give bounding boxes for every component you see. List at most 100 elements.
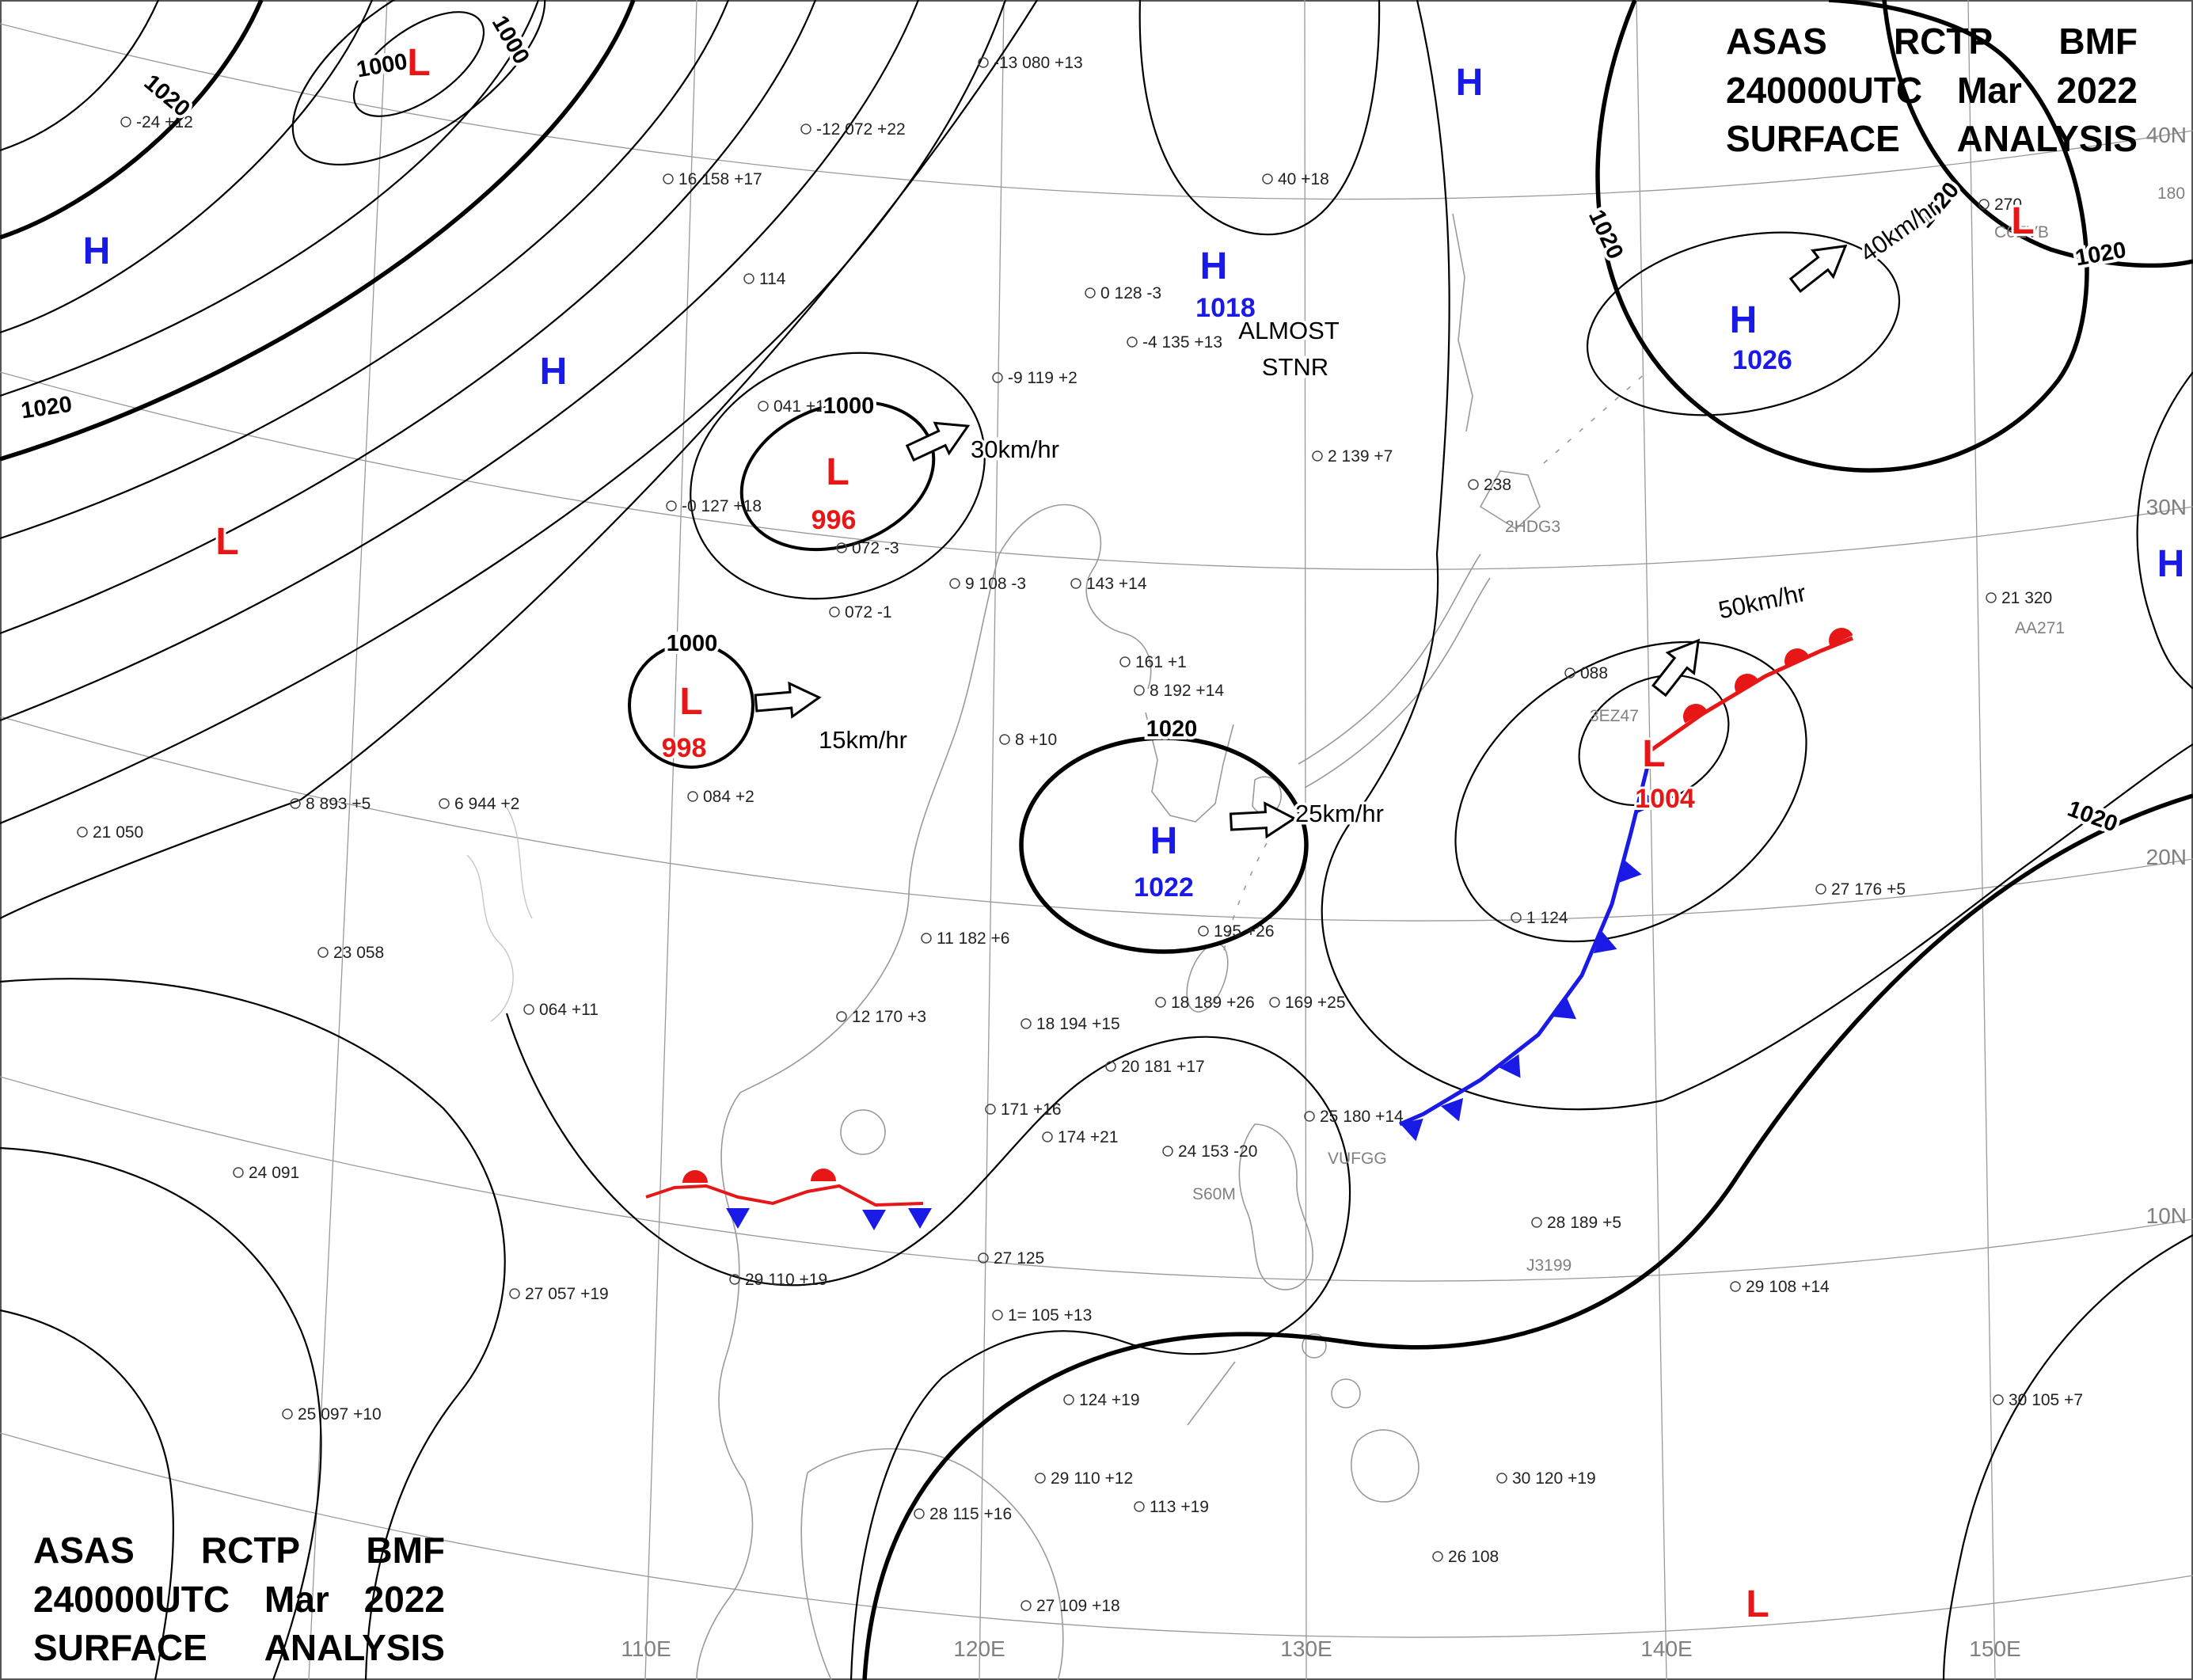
station-plot-text: 064 +11 xyxy=(539,1001,599,1019)
station-circle-icon xyxy=(1496,1473,1507,1484)
low-center-symbol: L xyxy=(1642,733,1665,775)
isobar xyxy=(0,978,506,1680)
station-plot-text: 40 +18 xyxy=(1278,170,1329,188)
low-center-symbol: L xyxy=(215,521,238,563)
latitude-label: 30N xyxy=(2146,495,2187,519)
longitude-label: 130E xyxy=(1280,1636,1332,1661)
isobar xyxy=(0,0,1007,825)
coast-visayas-1 xyxy=(1302,1333,1327,1359)
low-center-symbol: L xyxy=(679,681,702,723)
axis-labels-layer: 40N 30N 20N 10N 110E 120E 130E 140E 150E xyxy=(621,123,2187,1661)
station-plot-text: 114 xyxy=(759,270,786,288)
stationary-annotation: STNR xyxy=(1262,353,1328,381)
coast-hainan xyxy=(840,1109,886,1155)
cold-front-triangle xyxy=(1400,1118,1423,1142)
station-circle-icon xyxy=(1020,1600,1032,1611)
station-plot-text: 30 105 +7 xyxy=(2009,1391,2083,1409)
station-plot-text: 8 192 +14 xyxy=(1150,682,1224,700)
parallel-40n xyxy=(0,23,2193,200)
isobar-squiggle xyxy=(505,1013,1351,1680)
station-plot-text: 29 110 +19 xyxy=(745,1271,827,1289)
warm-front-semicircle xyxy=(1829,628,1853,646)
station-circle-icon xyxy=(1531,1217,1542,1228)
latitude-label: 10N xyxy=(2146,1203,2187,1228)
station-circle-icon xyxy=(1730,1281,1741,1292)
station-plot-text: VUFGG xyxy=(1328,1150,1387,1168)
station-plot-text: 195 +26 xyxy=(1214,922,1275,941)
station-circle-icon xyxy=(1815,884,1826,895)
longitude-label: 120E xyxy=(953,1636,1005,1661)
station-circle-icon xyxy=(800,124,811,135)
station-circle-icon xyxy=(77,827,88,838)
station-circle-icon xyxy=(1105,1061,1116,1072)
title-block-bottom: ASAS RCTP BMF 240000UTC Mar 2022 SURFACE… xyxy=(33,1526,445,1673)
station-plot-text: 0 128 -3 xyxy=(1100,284,1161,302)
station-circle-icon xyxy=(1085,287,1096,298)
station-plot-text: 3EZ47 xyxy=(1590,707,1639,725)
speed-label: 15km/hr xyxy=(819,726,907,754)
station-plot-text: 6 944 +2 xyxy=(454,795,519,813)
station-plot-text: 18 194 +15 xyxy=(1036,1015,1120,1033)
station-plot-text: 2HDG3 xyxy=(1505,518,1560,536)
isobar xyxy=(0,0,1038,919)
station-circle-icon xyxy=(1119,656,1131,667)
station-circle-icon xyxy=(687,791,698,802)
station-circle-icon xyxy=(1511,912,1522,923)
warm-front-semicircle xyxy=(682,1170,708,1183)
station-circle-icon xyxy=(914,1508,925,1519)
coast-borneo xyxy=(800,1448,1064,1680)
parallel-20n xyxy=(0,716,2193,922)
coast-visayas-2 xyxy=(1331,1378,1361,1408)
speed-label: 30km/hr xyxy=(971,435,1059,463)
isobar-closed-low xyxy=(352,11,485,117)
center-pressure-value: 1022 xyxy=(1134,872,1194,903)
stations-layer: -24 +12 16 158 +17 -12 072 +22 -13 080 +13 1… xyxy=(77,54,2185,1615)
isobar-around-1004-outer xyxy=(1454,640,1807,943)
station-circle-icon xyxy=(120,116,131,127)
chart-type-line: SURFACE ANALYSIS xyxy=(1726,118,2138,160)
station-plot-text: 072 -3 xyxy=(852,539,899,557)
speed-label: 25km/hr xyxy=(1295,800,1384,827)
station-circle-icon xyxy=(1134,685,1145,696)
isobar-1020 xyxy=(0,0,264,240)
station-plot-text: 24 091 xyxy=(249,1164,299,1182)
station-plot-text: 169 +25 xyxy=(1285,994,1346,1012)
warm-front-semicircle xyxy=(1735,674,1758,693)
movement-arrow-icon xyxy=(1651,638,1701,697)
station-plot-text: 27 109 +18 xyxy=(1036,1597,1120,1615)
isobar-around-996 xyxy=(690,352,986,600)
isobar xyxy=(0,0,730,540)
latitude-label: 40N xyxy=(2146,123,2187,147)
station-plot-text: 25 097 +10 xyxy=(298,1405,382,1423)
arrows-layer xyxy=(754,244,1848,839)
movement-arrow-icon xyxy=(754,681,822,719)
cold-front-triangle xyxy=(1499,1054,1521,1078)
station-circle-icon xyxy=(523,1004,534,1015)
station-plot-text: 25 180 +14 xyxy=(1320,1108,1404,1126)
cold-front-triangle xyxy=(1593,930,1617,954)
station-circle-icon xyxy=(1134,1501,1145,1512)
station-plot-text: 171 +16 xyxy=(1001,1100,1062,1119)
chart-id-line: ASAS RCTP BMF xyxy=(33,1530,445,1571)
station-circle-icon xyxy=(999,734,1010,745)
isobar-value-label: 1020 xyxy=(1583,206,1628,263)
title-block-top: ASAS RCTP BMF 240000UTC Mar 2022 SURFACE… xyxy=(1726,17,2138,164)
chart-time-line: 240000UTC Mar 2022 xyxy=(33,1578,445,1620)
station-plot-text: 041 +11 xyxy=(773,397,833,416)
station-plot-text: 27 125 xyxy=(994,1249,1044,1268)
station-plot-text: 113 +19 xyxy=(1150,1498,1209,1516)
latitude-label: 20N xyxy=(2146,845,2187,869)
low-center-symbol: L xyxy=(407,42,430,84)
high-center-symbol: H xyxy=(2157,543,2185,585)
station-circle-icon xyxy=(1304,1111,1315,1122)
parallel-30n xyxy=(0,371,2193,570)
warm-front-semicircle xyxy=(1784,648,1809,667)
isobar-1020-around-1022 xyxy=(1019,735,1309,954)
movement-arrow-icon xyxy=(1229,801,1297,839)
isobar-corner-se xyxy=(1942,1234,2193,1680)
station-circle-icon xyxy=(1070,578,1081,589)
station-circle-icon xyxy=(743,273,754,284)
